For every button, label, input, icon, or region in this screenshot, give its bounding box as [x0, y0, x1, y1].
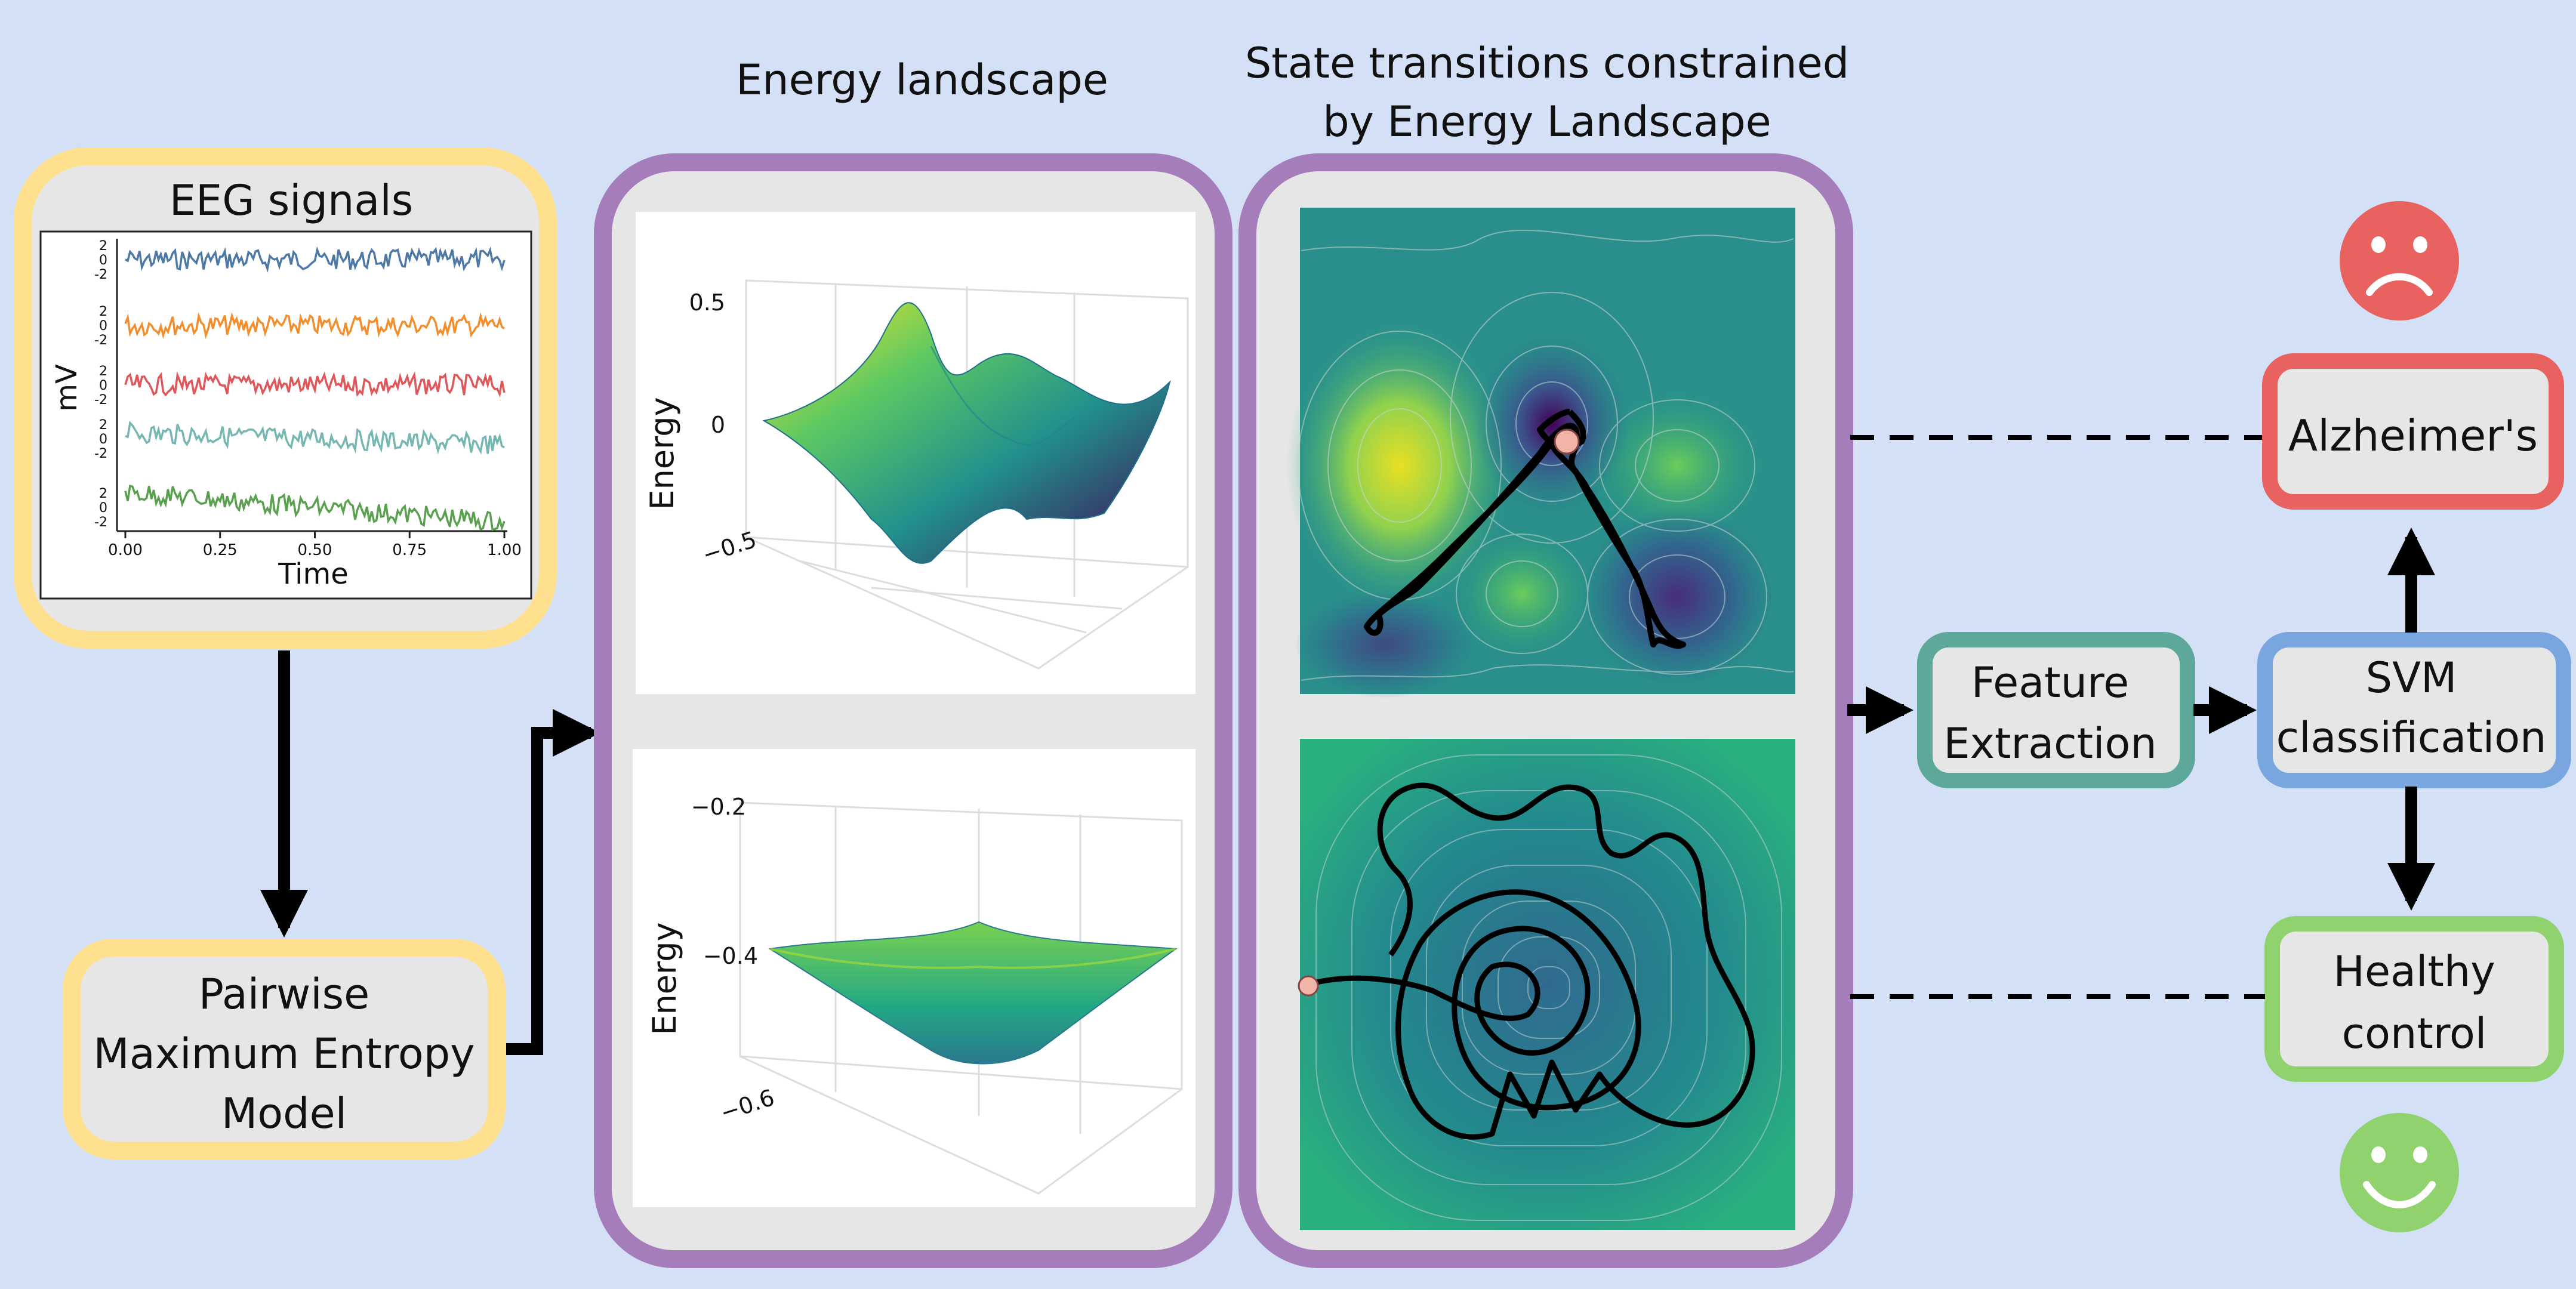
- landscape-bottom-ylabel: Energy: [646, 922, 683, 1035]
- eeg-channel-tick: 2: [99, 418, 107, 433]
- eeg-channel-tick: 2: [99, 304, 107, 319]
- trajectory-healthy: [1306, 782, 1755, 1140]
- eeg-channel-tick: 0: [99, 253, 107, 268]
- state-transitions-panel: [1238, 153, 1853, 1268]
- eeg-plot-frame: [39, 230, 532, 600]
- landscape-top-tick-1: 0: [711, 412, 725, 438]
- eeg-channel-tick: 2: [99, 364, 107, 379]
- eeg-title: EEG signals: [170, 176, 413, 225]
- healthy-control-box: Healthy control: [2264, 916, 2564, 1082]
- trajectory-start-healthy: [1298, 975, 1319, 997]
- transition-map-healthy: [1298, 739, 1795, 1230]
- feature-line2: Extraction: [1943, 719, 2156, 768]
- landscape-bottom-tick-0: −0.2: [691, 794, 746, 820]
- svm-line1: SVM: [2366, 653, 2457, 702]
- eeg-channel-tick: 0: [99, 319, 107, 334]
- model-line1: Pairwise: [199, 970, 369, 1019]
- arrow-model-to-landscape: [506, 709, 600, 1055]
- eeg-channel-tick: 2: [99, 486, 107, 501]
- eeg-channel-tick: -2: [94, 333, 107, 348]
- happy-face-icon: [2340, 1113, 2459, 1232]
- landscape-top-ylabel: Energy: [643, 397, 681, 510]
- eeg-trace-3: [124, 371, 506, 398]
- landscape-bottom-tick-1: −0.4: [703, 943, 758, 969]
- eeg-channel-ticks: 20-220-220-220-220-2: [94, 239, 107, 530]
- eeg-x-tick-label: 0.00: [108, 541, 143, 559]
- energy-landscape-heading: Energy landscape: [736, 55, 1108, 104]
- eeg-x-tick-label: 0.25: [203, 541, 238, 559]
- landscape-top-plot: Energy 0.5 0 −0.5: [636, 212, 1195, 694]
- landscape-bottom-plot: Energy −0.2 −0.4 −0.6: [633, 749, 1195, 1207]
- alzheimers-box: Alzheimer's: [2262, 353, 2564, 510]
- eeg-trace-4: [125, 421, 505, 455]
- svm-box: SVM classification: [2257, 632, 2571, 788]
- healthy-line2: control: [2342, 1009, 2487, 1058]
- sad-face-icon: [2340, 201, 2459, 320]
- eeg-channel-tick: 0: [99, 501, 107, 516]
- eeg-x-tick-label: 0.50: [298, 541, 332, 559]
- eeg-traces: [124, 246, 506, 532]
- model-box: Pairwise Maximum Entropy Model: [63, 939, 506, 1160]
- eeg-channel-tick: 2: [99, 239, 107, 254]
- transition-map-alzheimers: [1286, 208, 1795, 698]
- eeg-x-ticks: 0.00 0.25 0.50 0.75 1.00: [108, 531, 522, 559]
- landscape-top-surface: [762, 302, 1171, 564]
- eeg-xlabel: Time: [278, 557, 348, 591]
- feature-line1: Feature: [1971, 658, 2130, 707]
- eeg-trace-2: [124, 312, 505, 340]
- healthy-line1: Healthy: [2333, 947, 2495, 996]
- feature-extraction-box: Feature Extraction: [1917, 632, 2195, 788]
- landscape-bottom-surface: [768, 921, 1178, 1065]
- eeg-panel: EEG signals mV 20-220-220-220-220-2 0.00…: [14, 147, 557, 649]
- eeg-x-tick-label: 0.75: [392, 541, 427, 559]
- alzheimers-label: Alzheimer's: [2288, 411, 2538, 461]
- svm-line2: classification: [2276, 713, 2547, 762]
- eeg-channel-tick: -2: [94, 267, 107, 282]
- energy-landscape-panel: Energy 0.5 0 −0.5 Energy −0.2 −0.4 −0.6: [594, 153, 1232, 1268]
- eeg-ylabel: mV: [50, 364, 84, 412]
- trajectory-start-alzheimers: [1554, 428, 1580, 455]
- eeg-channel-tick: -2: [94, 393, 107, 408]
- eeg-channel-tick: 0: [99, 378, 107, 393]
- model-line2: Maximum Entropy: [93, 1029, 474, 1078]
- transitions-heading-line1: State transitions constrained: [1245, 39, 1849, 88]
- eeg-trace-1: [125, 246, 506, 273]
- landscape-top-tick-0: 0.5: [689, 289, 725, 316]
- eeg-channel-tick: -2: [94, 515, 107, 530]
- eeg-x-tick-label: 1.00: [487, 541, 522, 559]
- eeg-trace-5: [124, 485, 506, 532]
- eeg-channel-tick: 0: [99, 432, 107, 447]
- eeg-channel-tick: -2: [94, 446, 107, 461]
- transitions-heading-line2: by Energy Landscape: [1323, 97, 1771, 146]
- model-line3: Model: [221, 1089, 347, 1138]
